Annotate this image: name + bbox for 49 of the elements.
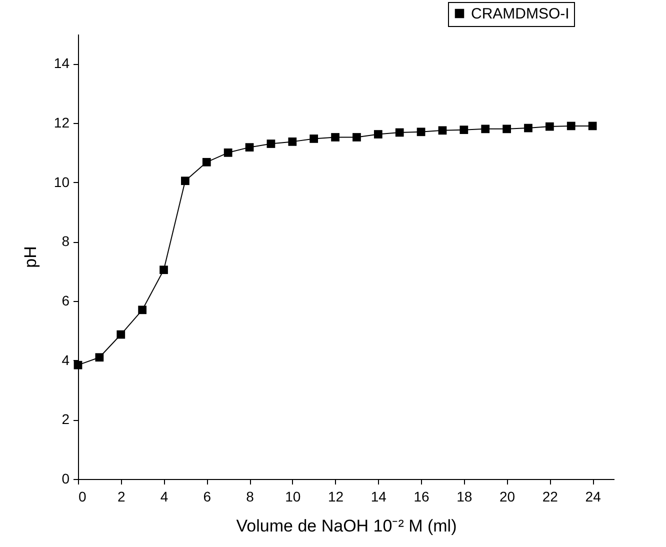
point xyxy=(438,126,447,135)
point xyxy=(160,266,168,274)
y-tick-label: 10 xyxy=(54,174,70,190)
point xyxy=(416,128,426,136)
point xyxy=(545,122,554,131)
point xyxy=(352,133,361,142)
x-tick-label: 0 xyxy=(78,488,86,504)
y-tick-label: 14 xyxy=(54,55,70,72)
point xyxy=(502,124,511,134)
y-tick-label: 4 xyxy=(62,352,70,368)
x-tick-label: 22 xyxy=(542,488,558,504)
point xyxy=(374,130,382,138)
legend-label: CRAMDMSO-I xyxy=(471,6,570,22)
point xyxy=(288,138,297,146)
y-tick-label: 6 xyxy=(62,292,70,308)
y-tick-label: 2 xyxy=(62,411,70,428)
x-tick-label: 18 xyxy=(456,488,472,504)
x-tick-label: 24 xyxy=(585,488,602,504)
point xyxy=(395,128,404,137)
point xyxy=(310,134,318,143)
point xyxy=(95,353,104,362)
x-axis-title: Volume de NaOH 10⁻² M (ml) xyxy=(236,516,457,536)
point xyxy=(245,143,254,152)
point xyxy=(266,140,276,148)
point xyxy=(202,158,211,166)
x-tick-label: 8 xyxy=(246,488,254,504)
x-tick-label: 6 xyxy=(203,488,212,504)
y-tick-label: 0 xyxy=(62,470,70,486)
y-axis-title: pH xyxy=(20,246,40,268)
point xyxy=(74,360,82,370)
point xyxy=(138,306,147,314)
point xyxy=(181,176,190,186)
point xyxy=(116,330,126,339)
x-tick-label: 2 xyxy=(117,488,126,504)
point xyxy=(331,133,340,142)
point xyxy=(460,126,468,134)
x-tick-label: 10 xyxy=(285,488,301,504)
point xyxy=(481,124,490,134)
x-tick-label: 12 xyxy=(328,488,344,504)
x-tick-label: 20 xyxy=(500,488,516,504)
x-tick-label: 14 xyxy=(370,488,387,504)
y-tick-label: 12 xyxy=(54,114,70,130)
point xyxy=(524,124,532,132)
x-tick-label: 16 xyxy=(414,488,430,504)
x-tick-label: 4 xyxy=(160,488,168,504)
y-tick-label: 8 xyxy=(62,233,70,250)
point xyxy=(224,148,232,157)
point xyxy=(588,122,597,130)
point xyxy=(566,122,576,130)
